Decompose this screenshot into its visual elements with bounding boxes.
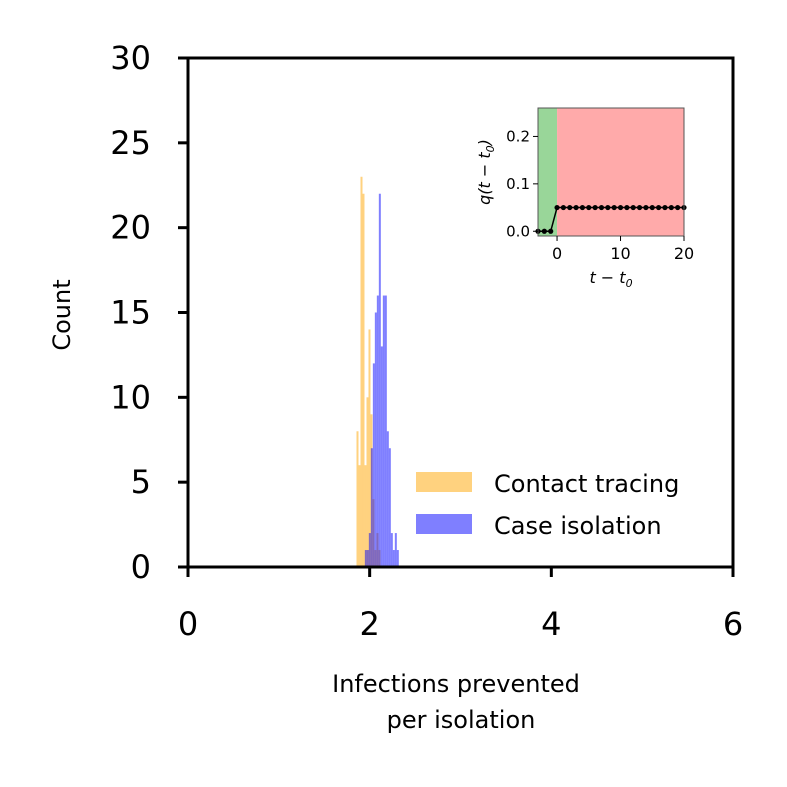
x-tick-label: 2 [359,605,379,643]
inset-chart: 0 10 20 0.0 0.1 0.2 t − t0 q(t − t0) [475,107,694,290]
legend: Contact tracing Case isolation [416,470,679,540]
inset-regions [538,108,684,236]
inset-region-before [538,108,558,236]
y-tick-label: 0 [131,548,151,586]
inset-data-point [573,204,579,211]
histogram-bar-case-isolation [394,533,397,567]
histogram-bar-case-isolation [372,363,375,567]
histogram-bar-case-isolation [382,295,385,567]
histogram-bar-case-isolation [386,431,389,567]
inset-y-tick-label: 0.2 [506,127,530,145]
y-tick-label: 30 [110,39,151,77]
inset-x-ticks: 0 10 20 [552,236,694,263]
y-tick-label: 15 [110,294,151,332]
histogram-bar-case-isolation [378,193,381,567]
y-tick-label: 20 [110,209,151,247]
inset-data-point [560,204,566,211]
histogram-bar-contact-tracing [368,329,371,567]
x-axis-label-line-2: per isolation [387,706,536,734]
inset-data-point [643,204,649,211]
histogram-bar-contact-tracing [362,193,365,567]
inset-y-tick-label: 0.0 [506,222,530,240]
y-tick-label: 5 [131,463,151,501]
histogram-bar-contact-tracing [366,397,369,567]
y-tick-label: 10 [110,378,151,416]
y-axis-label: Count [48,279,76,350]
main-histogram: 0 2 4 6 0 5 10 15 20 25 30 Infections prevented p… [48,39,743,734]
histogram-bar-case-isolation [392,550,395,567]
inset-x-tick-label: 0 [552,244,562,263]
legend-swatch [416,472,472,492]
inset-data-point [656,204,662,211]
y-axis-ticks: 0 5 10 15 20 25 30 [110,39,188,586]
histogram-bar-case-isolation [370,448,373,567]
histogram-bar-contact-tracing [356,431,359,567]
inset-x-tick-label: 20 [674,244,694,263]
inset-data-point [611,204,617,211]
legend-label: Contact tracing [494,470,679,498]
histogram-bar-case-isolation [390,533,393,567]
inset-data-point [567,204,573,211]
inset-data-point [541,228,547,234]
inset-data-point [586,204,592,211]
inset-x-tick-label: 10 [610,244,630,263]
inset-data-point [668,204,674,211]
inset-y-tick-label: 0.1 [506,175,530,193]
y-tick-label: 25 [110,124,151,162]
histogram-bars [356,176,399,567]
inset-data-point [636,204,643,211]
x-axis-label-line-1: Infections prevented [332,670,580,698]
inset-data-point [630,204,636,211]
histogram-bar-contact-tracing [360,176,363,567]
inset-data-point [605,204,611,211]
inset-data-point [592,204,598,211]
inset-data-point [579,204,586,211]
inset-y-ticks: 0.0 0.1 0.2 [506,127,538,240]
inset-data-point [675,204,681,211]
histogram-bar-case-isolation [376,295,379,567]
inset-data-point [649,204,655,211]
histogram-bar-case-isolation [374,312,377,567]
legend-label: Case isolation [494,512,662,540]
x-tick-label: 0 [178,605,198,643]
inset-data-point [624,204,630,211]
histogram-bar-contact-tracing [364,465,367,567]
inset-data-point [662,204,668,211]
x-tick-label: 4 [541,605,561,643]
histogram-bar-case-isolation [384,295,387,567]
histogram-bar-case-isolation [396,550,399,567]
inset-data-point [548,228,554,234]
legend-swatch [416,514,472,534]
histogram-bar-case-isolation [364,550,367,567]
histogram-bar-case-isolation [380,346,383,567]
inset-y-axis-label: q(t − t0) [475,139,497,205]
inset-x-axis-label: t − t0 [589,268,632,290]
inset-data-point [617,204,624,211]
histogram-bar-contact-tracing [358,465,361,567]
histogram-bar-case-isolation [368,533,371,567]
histogram-bar-case-isolation [366,550,369,567]
x-tick-label: 6 [723,605,743,643]
inset-data-point [598,204,605,211]
inset-region-after [557,108,684,236]
inset-frame [537,107,685,237]
x-axis-ticks: 0 2 4 6 [178,567,743,643]
histogram-bar-case-isolation [388,448,391,567]
inset-data-point [554,204,560,211]
